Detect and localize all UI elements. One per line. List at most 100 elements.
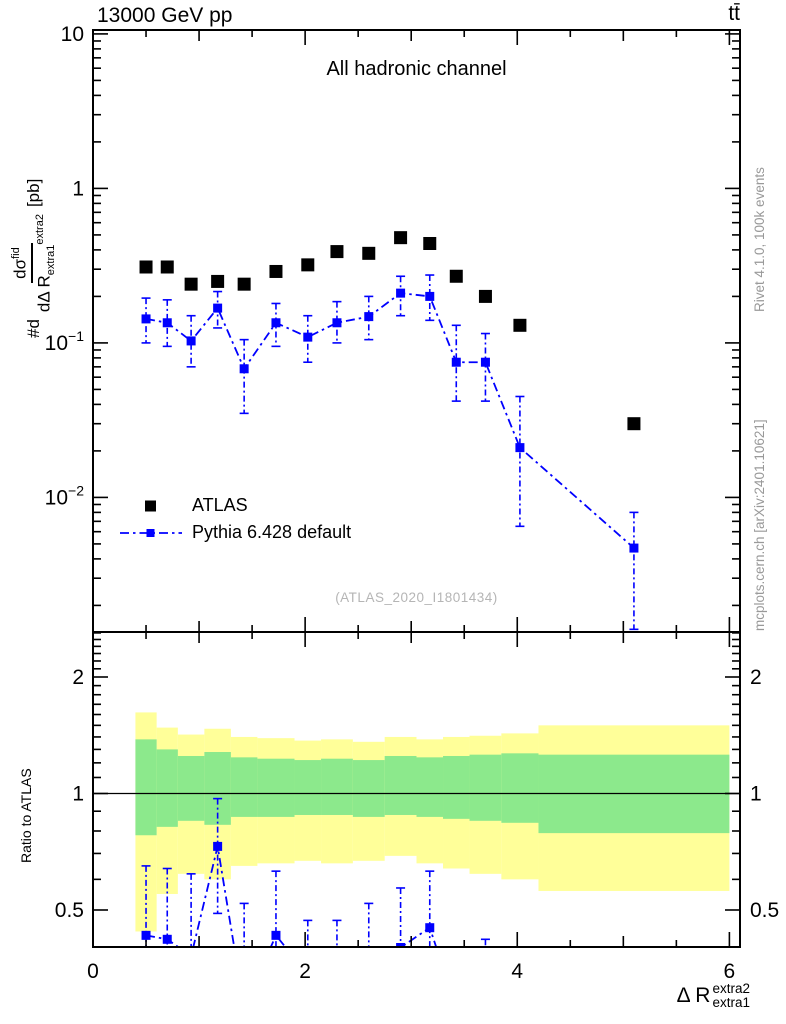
main-panel-data: [139, 231, 641, 631]
channel-title: All hadronic channel: [326, 58, 507, 80]
x-tick-label: 6: [724, 960, 736, 983]
axis-ticks: [92, 30, 740, 947]
pythia-point: [364, 952, 373, 961]
pythia-point: [239, 364, 249, 374]
atlas-point: [269, 264, 283, 278]
beam-energy-title: 13000 GeV pp: [97, 4, 233, 27]
green-band-bin: [135, 739, 157, 836]
ratio-y-tick-label-right: 1: [750, 782, 762, 805]
pythia-point: [481, 956, 490, 965]
ratio-panel-frame: [92, 631, 741, 948]
pythia-legend-marker-icon: [118, 525, 184, 541]
green-band-bin: [384, 755, 417, 815]
atlas-point: [627, 417, 641, 431]
main-y-tick-label: 10: [61, 23, 84, 46]
legend-label-pythia: Pythia 6.428 default: [192, 522, 352, 542]
green-band-bin: [156, 749, 178, 827]
ratio-y-tick-label-left: 2: [72, 666, 84, 689]
atlas-point: [513, 318, 527, 332]
pythia-line: [145, 292, 635, 549]
main-y-axis-label: #d dσfid dΔ Rextra1extra2 [pb]: [10, 179, 57, 338]
pythia-point: [332, 318, 342, 328]
legend: ATLAS Pythia 6.428 default: [118, 492, 351, 546]
pythia-marker-glyph: [146, 528, 155, 537]
atlas-point: [211, 274, 225, 288]
ylabel-prefix: #d: [23, 319, 43, 338]
pythia-point: [425, 291, 435, 301]
ratio-uncertainty-bands: [135, 712, 730, 932]
pythia-point: [629, 543, 639, 553]
main-y-tick-label: 10−1: [45, 328, 85, 355]
green-band-bin: [230, 757, 258, 817]
atlas-point: [362, 246, 376, 260]
atlas-legend-marker-icon: [118, 498, 184, 514]
pythia-point: [187, 952, 196, 961]
pythia-point: [141, 930, 151, 940]
green-band-bin: [321, 758, 353, 815]
pythia-point: [396, 943, 406, 947]
legend-label-atlas: ATLAS: [192, 495, 248, 515]
green-band-bin: [177, 755, 205, 821]
x-tick-label: 0: [87, 960, 99, 983]
pythia-point: [213, 303, 223, 313]
xlabel-subscript: extra1: [712, 995, 750, 1011]
ylabel-units: [pb]: [23, 178, 43, 208]
ratio-y-tick-label-right: 0.5: [750, 899, 779, 922]
pythia-point: [364, 312, 374, 322]
atlas-point: [423, 236, 437, 250]
ylabel-numerator: dσfid: [10, 243, 34, 283]
main-y-tick-label: 1: [72, 177, 84, 200]
pythia-point: [271, 930, 281, 940]
pythia-point: [162, 934, 172, 944]
green-band-bin: [352, 760, 385, 817]
pythia-point: [332, 970, 341, 979]
process-title: tt̄: [728, 2, 740, 25]
pythia-point: [303, 332, 313, 342]
atlas-point: [237, 277, 251, 291]
pythia-point: [396, 288, 406, 298]
ratio-y-tick-label-left: 1: [72, 782, 84, 805]
atlas-point: [301, 258, 315, 272]
ratio-y-tick-label-right: 2: [750, 666, 762, 689]
ratio-panel-data: [141, 797, 490, 1012]
analysis-watermark: (ATLAS_2020_I1801434): [335, 590, 498, 605]
pythia-point: [425, 923, 435, 933]
pythia-point: [452, 1003, 461, 1012]
pythia-point: [271, 318, 281, 328]
tick-labels: 0 2 4 6 10 1 10−1 10−2 2 2 1 1 0.5 0.5: [45, 23, 780, 983]
ratio-y-tick-label-left: 0.5: [55, 899, 84, 922]
ylabel-fraction: dσfid dΔ Rextra1extra2: [10, 212, 57, 314]
pythia-point: [515, 443, 525, 453]
atlas-point: [160, 260, 174, 274]
green-band-bin: [469, 754, 502, 821]
atlas-point: [394, 231, 408, 245]
green-band-bin: [294, 760, 322, 815]
rivet-credit: Rivet 4.1.0, 100k events: [752, 167, 767, 312]
pythia-point: [240, 1003, 249, 1012]
green-band-bin: [501, 753, 539, 823]
pythia-point: [480, 357, 490, 367]
atlas-point: [449, 269, 463, 283]
xlabel-superscript: extra2: [712, 981, 750, 996]
pythia-point: [162, 318, 172, 328]
green-band-bin: [257, 758, 295, 817]
ratio-axis-label: Ratio to ATLAS: [18, 768, 34, 863]
atlas-point: [184, 277, 198, 291]
pythia-point: [451, 357, 461, 367]
pythia-point: [213, 841, 223, 851]
pythia-point: [186, 336, 196, 346]
main-y-tick-label: 10−2: [45, 482, 85, 509]
atlas-marker-glyph: [145, 500, 156, 511]
mcplots-credit: mcplots.cern.ch [arXiv:2401.10621]: [752, 419, 767, 631]
x-tick-label: 4: [511, 960, 523, 983]
atlas-point: [478, 289, 492, 303]
ylabel-denominator: dΔ Rextra1extra2: [34, 214, 58, 313]
legend-item-atlas: ATLAS: [118, 492, 351, 519]
x-tick-label: 2: [299, 960, 311, 983]
legend-item-pythia: Pythia 6.428 default: [118, 519, 351, 546]
atlas-point: [330, 245, 344, 259]
green-band-bin: [443, 755, 470, 819]
x-axis-label: Δ R extra2 extra1: [676, 981, 750, 1011]
